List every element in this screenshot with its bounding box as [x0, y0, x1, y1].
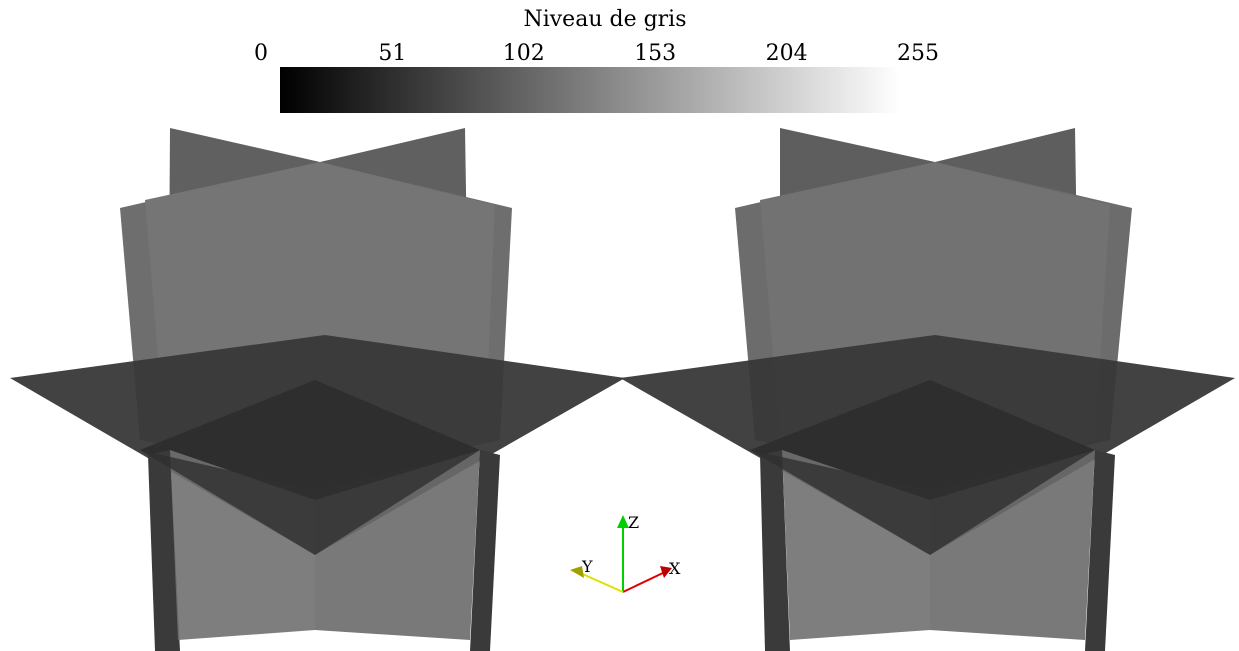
page: Niveau de gris Z Y X: [0, 0, 1239, 651]
colorbar: [280, 67, 900, 113]
left-volume: [10, 128, 625, 651]
axis-label: Y: [581, 557, 593, 576]
axes-triad: Z Y X: [560, 505, 690, 615]
colorbar-tick-label: 153: [634, 41, 676, 66]
axis-label: Z: [628, 513, 639, 532]
colorbar-tick-label: 102: [503, 41, 545, 66]
visualization: Niveau de gris Z Y X: [0, 0, 1239, 651]
right-volume: [620, 128, 1235, 651]
colorbar-tick-label: 51: [378, 41, 406, 66]
axis-label: X: [669, 559, 681, 578]
colorbar-tick-label: 0: [254, 41, 268, 66]
colorbar-tick-label: 204: [766, 41, 808, 66]
colorbar-title: Niveau de gris: [523, 7, 686, 32]
colorbar-tick-label: 255: [897, 41, 939, 66]
